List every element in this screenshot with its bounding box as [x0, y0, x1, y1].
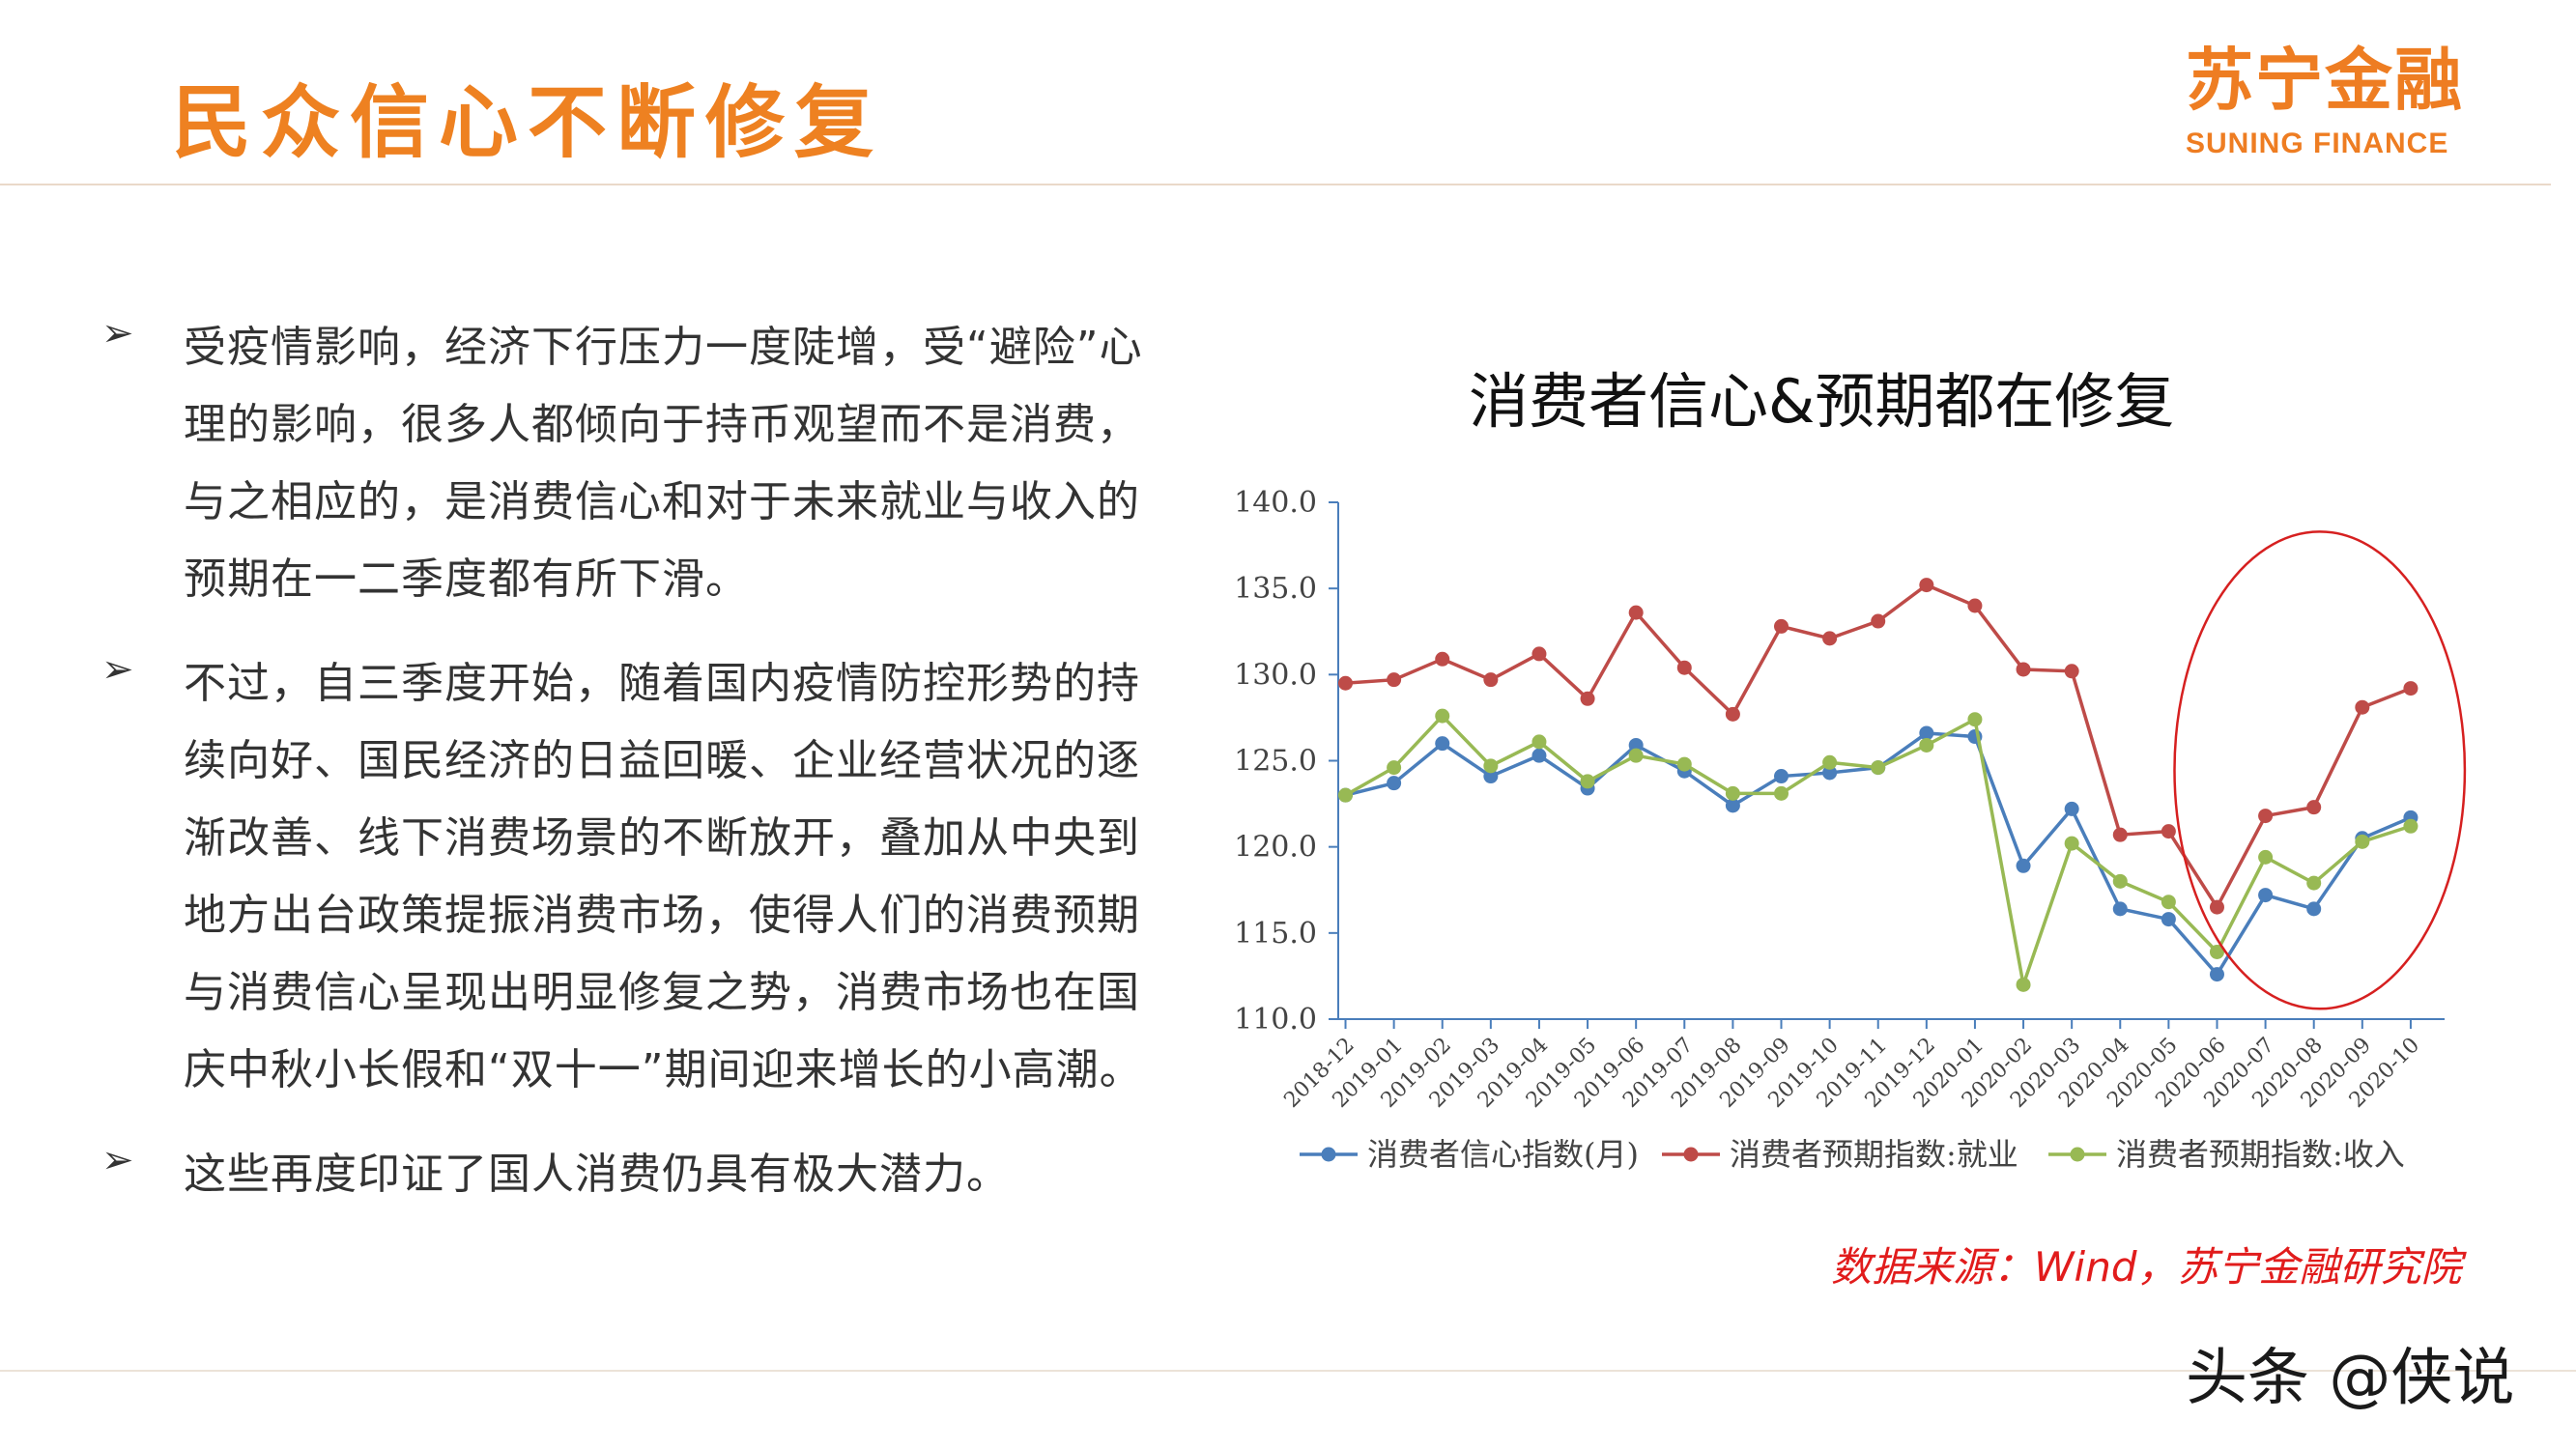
data-point: [2306, 800, 2322, 815]
data-point: [2112, 901, 2128, 917]
data-point: [1628, 737, 1644, 753]
data-point: [2016, 858, 2031, 873]
data-point: [2209, 899, 2224, 915]
data-point: [1871, 760, 1886, 776]
data-point: [2161, 824, 2176, 839]
data-source-note: 数据来源：Wind，苏宁金融研究院: [1831, 1243, 2462, 1291]
data-point: [2064, 801, 2079, 816]
arrow-bullet-icon: ➢: [101, 1138, 134, 1182]
data-point: [2258, 849, 2274, 865]
data-point: [2403, 818, 2419, 834]
data-point: [1387, 672, 1402, 688]
data-point: [2258, 809, 2274, 824]
data-point: [2209, 967, 2224, 982]
data-point: [1387, 776, 1402, 791]
page-title: 民众信心不断修复: [172, 77, 884, 169]
data-point: [2064, 836, 2079, 851]
data-point: [1822, 754, 1838, 770]
y-tick-label: 110.0: [1234, 1003, 1317, 1037]
data-point: [1387, 760, 1402, 776]
footer-divider: [0, 1370, 2576, 1372]
data-point: [1483, 769, 1499, 784]
data-point: [1774, 769, 1789, 784]
watermark: 头条 @侠说: [2186, 1343, 2515, 1414]
data-point: [1628, 748, 1644, 763]
data-point: [1531, 748, 1547, 763]
bullet-item: ➢ 不过，自三季度开始，随着国内疫情防控形势的持续向好、国民经济的日益回暖、企业…: [101, 645, 1164, 1109]
data-point: [1338, 787, 1354, 803]
data-point: [1871, 613, 1886, 629]
logo-english-text: SUNING FINANCE: [2186, 128, 2449, 159]
data-point: [1774, 618, 1789, 634]
data-point: [1531, 646, 1547, 662]
data-point: [1628, 605, 1644, 620]
legend-swatch-marker: [1683, 1147, 1699, 1162]
data-point: [1676, 756, 1692, 772]
data-point: [1580, 774, 1595, 789]
data-point: [2161, 895, 2176, 910]
data-point: [2016, 662, 2031, 677]
bullet-text: 受疫情影响，经济下行压力一度陡增，受“避险”心理的影响，很多人都倾向于持币观望而…: [184, 323, 1143, 604]
data-point: [2161, 912, 2176, 927]
logo-chinese-text: 苏宁金融: [2186, 41, 2464, 120]
legend-swatch-marker: [1321, 1147, 1336, 1162]
data-point: [2355, 834, 2370, 849]
bullet-list: ➢ 受疫情影响，经济下行压力一度陡增，受“避险”心理的影响，很多人都倾向于持币观…: [101, 309, 1164, 1240]
data-point: [2112, 827, 2128, 842]
data-point: [1580, 691, 1595, 706]
series-line: [1344, 713, 2412, 992]
data-point: [1919, 578, 1934, 593]
data-point: [2016, 977, 2031, 992]
data-point: [2306, 901, 2322, 917]
data-point: [1967, 712, 1983, 727]
data-point: [2209, 944, 2224, 959]
data-point: [1822, 631, 1838, 646]
data-point: [2258, 888, 2274, 903]
data-point: [1774, 785, 1789, 801]
data-point: [1822, 765, 1838, 781]
data-point: [1483, 672, 1499, 688]
data-point: [1725, 706, 1740, 722]
bullet-text: 不过，自三季度开始，随着国内疫情防控形势的持续向好、国民经济的日益回暖、企业经营…: [184, 659, 1143, 1094]
y-tick-label: 120.0: [1234, 831, 1317, 865]
consumer-confidence-line-chart: 110.0115.0120.0125.0130.0135.0140.02018-…: [1234, 486, 2467, 1173]
data-point: [1725, 785, 1740, 801]
data-point: [1676, 660, 1692, 675]
bullet-text: 这些再度印证了国人消费仍具有极大潜力。: [184, 1150, 1010, 1199]
data-point: [1919, 725, 1934, 741]
data-point: [1435, 708, 1450, 724]
data-point: [2355, 699, 2370, 715]
y-tick-label: 140.0: [1234, 486, 1317, 520]
y-tick-label: 115.0: [1234, 917, 1317, 951]
data-point: [2403, 681, 2419, 696]
data-point: [1338, 675, 1354, 691]
highlight-ellipse: [2173, 530, 2467, 1010]
data-point: [2064, 664, 2079, 679]
suning-finance-logo: 苏宁金融 SUNING FINANCE: [2186, 46, 2495, 162]
arrow-bullet-icon: ➢: [101, 647, 134, 692]
data-point: [1967, 598, 1983, 613]
legend-entry-label: 消费者信心指数(月): [1367, 1136, 1639, 1173]
data-point: [1435, 736, 1450, 752]
header-divider: [0, 184, 2551, 185]
chart-title: 消费者信心&预期都在修复: [1469, 366, 2175, 437]
legend-entry-label: 消费者预期指数:就业: [1730, 1136, 2018, 1173]
data-point: [1919, 737, 1934, 753]
data-point: [2112, 873, 2128, 889]
y-tick-label: 130.0: [1234, 658, 1317, 692]
y-tick-label: 135.0: [1234, 572, 1317, 606]
data-point: [1531, 734, 1547, 750]
data-point: [1483, 758, 1499, 774]
arrow-bullet-icon: ➢: [101, 311, 134, 355]
data-point: [2306, 875, 2322, 891]
series-line: [1345, 582, 2412, 911]
legend-entry-label: 消费者预期指数:收入: [2116, 1136, 2405, 1173]
bullet-item: ➢ 受疫情影响，经济下行压力一度陡增，受“避险”心理的影响，很多人都倾向于持币观…: [101, 309, 1164, 618]
y-tick-label: 125.0: [1234, 745, 1317, 779]
data-point: [1725, 798, 1740, 813]
data-point: [1435, 651, 1450, 667]
bullet-item: ➢ 这些再度印证了国人消费仍具有极大潜力。: [101, 1136, 1164, 1213]
legend-swatch-marker: [2070, 1147, 2085, 1162]
